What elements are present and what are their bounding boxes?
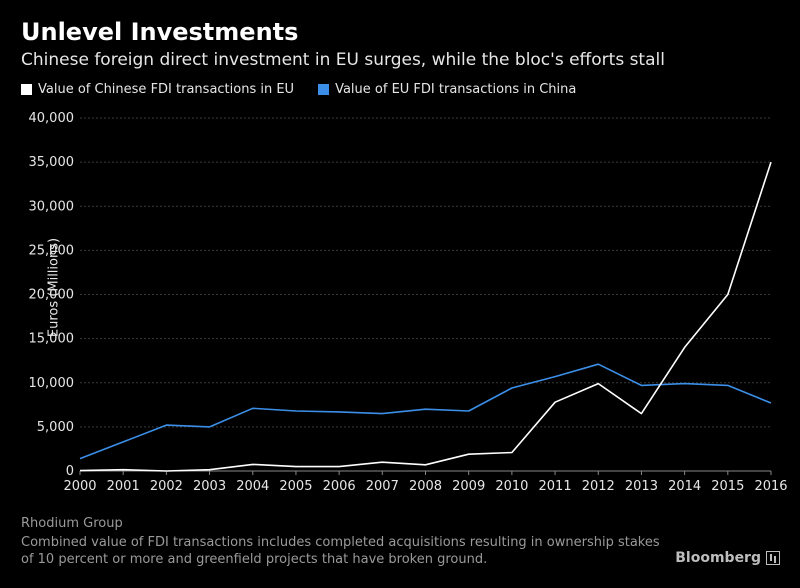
x-tick-label: 2000 [63,479,96,494]
y-tick-label: 10,000 [29,376,75,391]
legend-item-eu-fdi: Value of EU FDI transactions in China [318,82,576,97]
chart-subtitle: Chinese foreign direct investment in EU … [21,50,665,70]
legend-swatch-chinese-fdi [21,84,32,95]
x-tick-label: 2016 [754,479,787,494]
x-tick-label: 2005 [279,479,312,494]
x-tick-label: 2002 [150,479,183,494]
legend-label-eu-fdi: Value of EU FDI transactions in China [335,82,577,97]
x-tick-label: 2014 [668,479,701,494]
x-tick-label: 2006 [323,479,356,494]
x-tick-label: 2007 [366,479,399,494]
y-tick-label: 35,000 [29,155,75,170]
series-line-eu-fdi [79,363,772,460]
y-tick-label: 0 [66,464,74,479]
line-chart: 0 5,000 10,000 15,000 20,000 25,000 30,000 35,0… [29,111,788,494]
x-tick-label: 2008 [409,479,442,494]
footnote-text: Combined value of FDI transactions inclu… [21,535,660,567]
y-tick-label: 5,000 [37,420,74,435]
chart-title: Unlevel Investments [21,18,299,46]
y-tick-label: 40,000 [29,111,75,126]
x-tick-label: 2003 [193,479,226,494]
legend-label-chinese-fdi: Value of Chinese FDI transactions in EU [38,82,295,97]
bloomberg-terminal-icon [766,551,780,565]
y-tick-label: 30,000 [29,199,75,214]
x-tick-label: 2001 [107,479,140,494]
brand-name: Bloomberg [675,550,761,566]
x-tick-label: 2010 [495,479,528,494]
x-tick-label: 2012 [582,479,615,494]
x-tick-label: 2009 [452,479,485,494]
legend-swatch-eu-fdi [318,84,330,95]
y-tick-label: 15,000 [29,332,75,347]
y-tick-label: 20,000 [29,288,75,303]
x-tick-label: 2011 [539,479,572,494]
x-tick-label: 2004 [236,479,269,494]
x-tick-label: 2013 [625,479,658,494]
legend: Value of Chinese FDI transactions in EU … [21,82,576,97]
series-line-chinese-fdi [79,161,772,472]
bloomberg-logo: Bloomberg [675,550,780,566]
source-text: Rhodium Group [21,516,123,531]
y-tick-label: 25,000 [29,243,75,258]
x-tick-label: 2015 [711,479,744,494]
legend-item-chinese-fdi: Value of Chinese FDI transactions in EU [21,82,294,97]
